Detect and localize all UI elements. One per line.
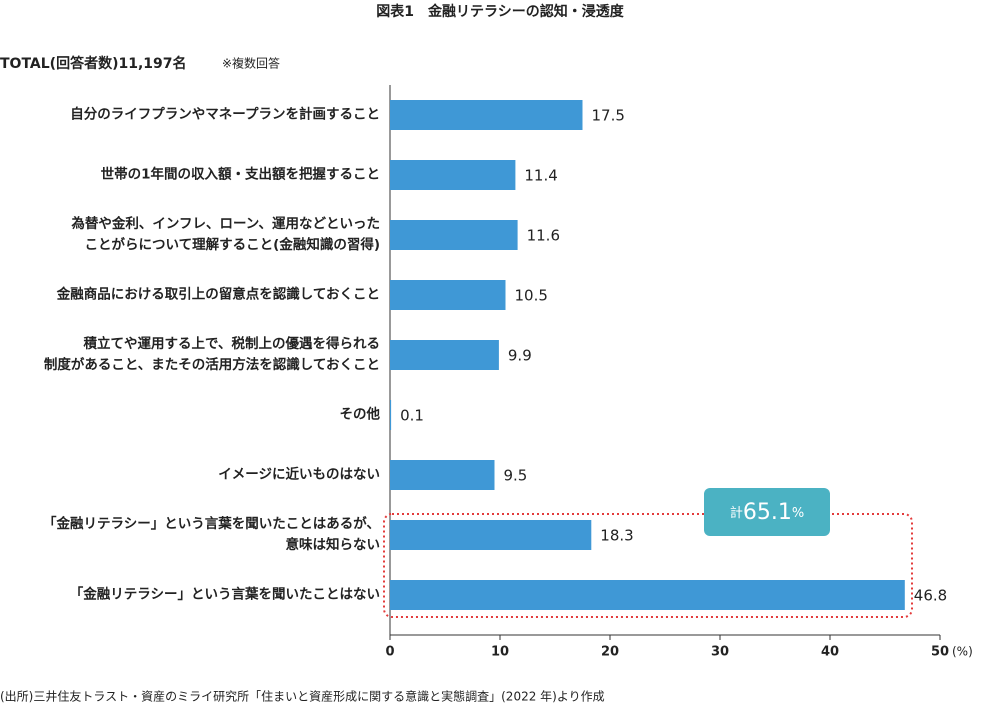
value-label: 17.5	[592, 107, 625, 125]
value-label: 9.9	[508, 347, 532, 365]
bar	[390, 340, 499, 370]
y-tick-label: 「金融リテラシー」という言葉を聞いたことはない	[69, 586, 380, 603]
bar	[390, 580, 905, 610]
y-tick-label: 為替や金利、インフレ、ローン、運用などといった ことがらについて理解すること(金…	[71, 216, 380, 253]
bar	[390, 520, 592, 550]
bar	[390, 280, 506, 310]
value-label: 9.5	[504, 467, 528, 485]
value-label: 11.6	[527, 227, 560, 245]
y-tick-label: 積立てや運用する上で、税制上の優遇を得られる 制度があること、またその活用方法を…	[43, 336, 380, 373]
y-tick-label: イメージに近いものはない	[218, 466, 380, 483]
y-tick-label: 世帯の1年間の収入額・支出額を把握すること	[100, 166, 380, 183]
callout-part: %	[792, 506, 804, 521]
bar	[390, 220, 518, 250]
x-axis-label: (%)	[952, 645, 973, 659]
value-label: 46.8	[914, 587, 947, 605]
value-label: 10.5	[515, 287, 548, 305]
x-tick-label: 40	[821, 645, 839, 660]
bar	[390, 160, 516, 190]
callout-badge	[704, 488, 830, 536]
y-tick-label: 自分のライフプランやマネープランを計画すること	[70, 106, 380, 123]
callout-part: 計	[730, 505, 743, 521]
subtitle: TOTAL(回答者数)11,197名	[0, 55, 187, 72]
x-tick-label: 20	[601, 645, 619, 660]
bar	[390, 400, 392, 430]
y-tick-label: 金融商品における取引上の留意点を認識しておくこと	[56, 286, 380, 303]
y-tick-label: 「金融リテラシー」という言葉を聞いたことはあるが、 意味は知らない	[43, 516, 380, 553]
x-tick-label: 10	[491, 645, 509, 660]
value-label: 11.4	[524, 167, 557, 185]
x-tick-label: 0	[385, 645, 394, 660]
bar	[390, 460, 495, 490]
source: (出所)三井住友トラスト・資産のミライ研究所「住まいと資産形成に関する意識と実態…	[0, 689, 605, 704]
x-tick-label: 50	[931, 645, 949, 660]
value-label: 0.1	[400, 407, 424, 425]
callout-text: 計65.1%	[730, 500, 804, 525]
x-tick-label: 30	[711, 645, 729, 660]
bar	[390, 100, 583, 130]
y-tick-label: その他	[339, 406, 381, 423]
value-label: 18.3	[600, 527, 633, 545]
chart-title: 図表1 金融リテラシーの認知・浸透度	[376, 3, 624, 20]
callout-part: 65.1	[743, 500, 792, 525]
note: ※複数回答	[222, 56, 280, 71]
callout-outline	[383, 513, 913, 618]
